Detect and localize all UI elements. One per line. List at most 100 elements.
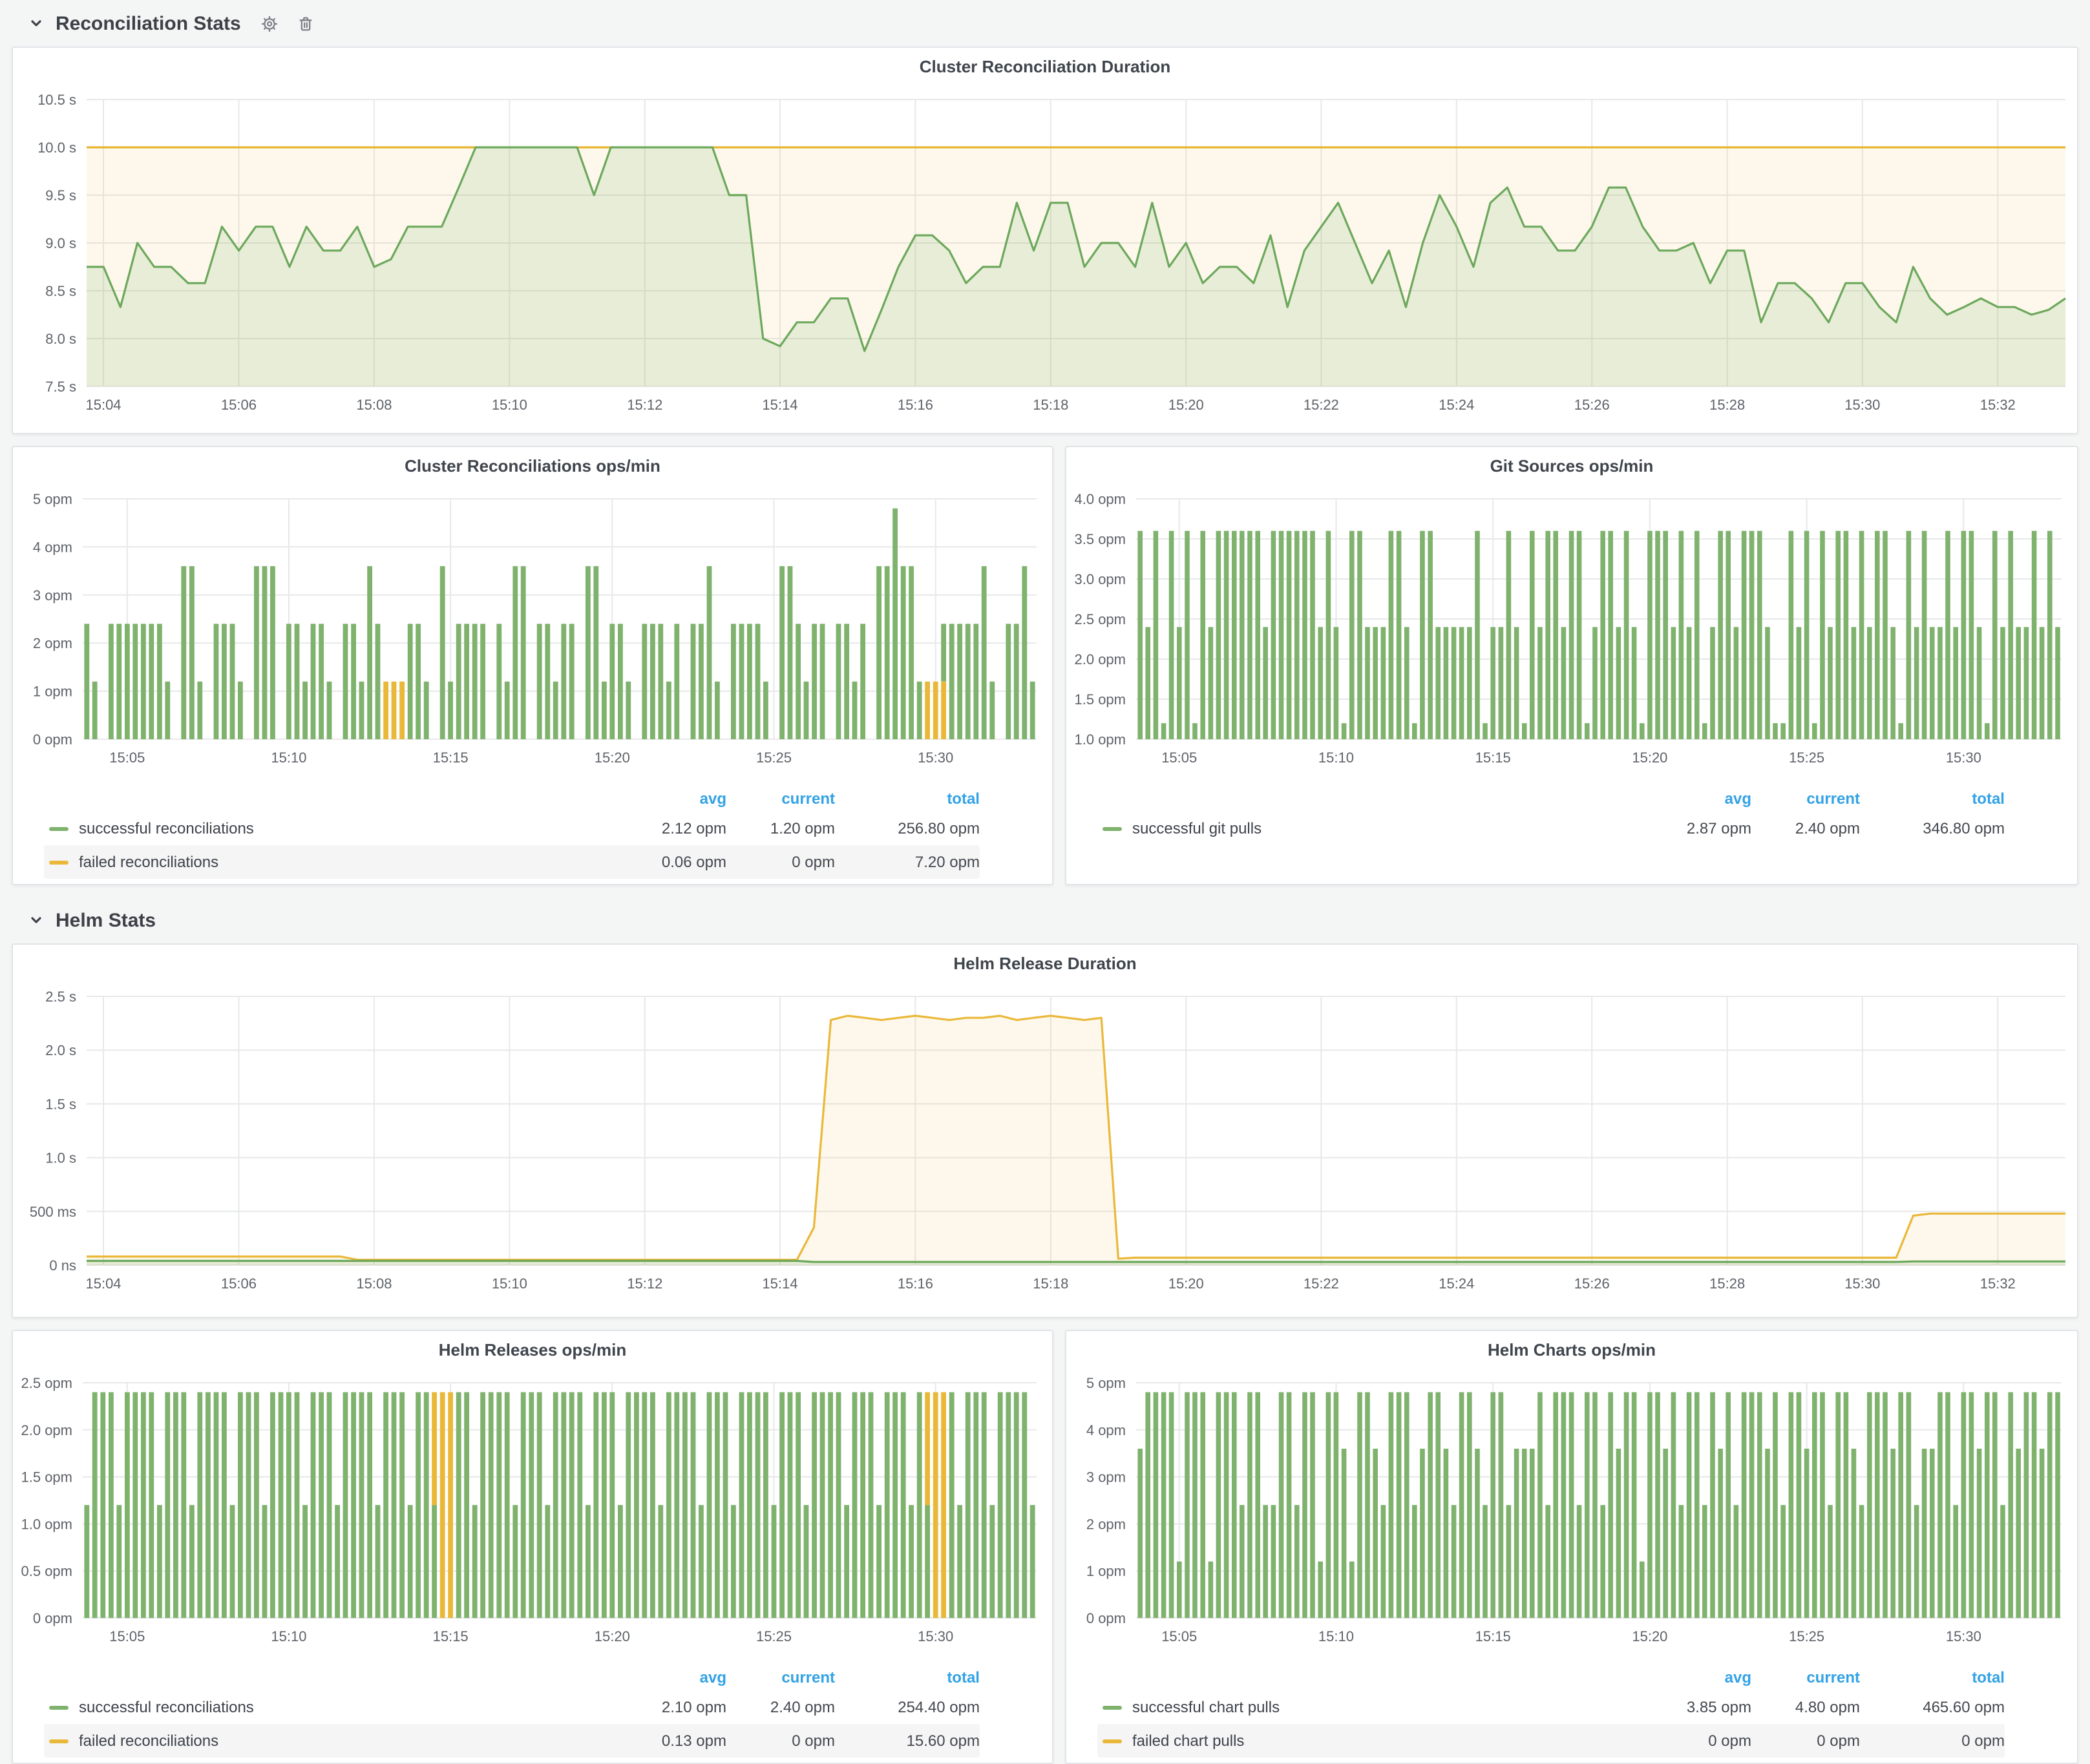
legend-value-current: 0 opm [792, 1732, 835, 1750]
svg-text:1.5 opm: 1.5 opm [21, 1469, 73, 1486]
helm-release-duration-chart[interactable]: 15:04 15:06 15:08 15:10 15:12 15:14 15:16 15:18… [14, 983, 2076, 1309]
gear-icon[interactable] [260, 14, 280, 33]
svg-text:15:05: 15:05 [1161, 1628, 1197, 1644]
legend-sort-avg[interactable]: avg [699, 1668, 726, 1686]
legend-row: failed chart pulls 0 opm 0 opm 0 opm [1097, 1724, 2005, 1758]
series-swatch-icon [1103, 1739, 1122, 1743]
svg-text:15:15: 15:15 [1475, 750, 1511, 766]
svg-text:15:10: 15:10 [271, 1628, 306, 1644]
panel-title[interactable]: Helm Release Duration [953, 954, 1137, 973]
svg-text:9.5 s: 9.5 s [45, 187, 76, 204]
legend: avg current total successful git pulls 2.87 … [1066, 783, 2077, 845]
svg-text:8.0 s: 8.0 s [45, 331, 76, 347]
svg-text:2 opm: 2 opm [33, 635, 72, 651]
panel-title[interactable]: Helm Releases ops/min [438, 1340, 627, 1360]
svg-text:15:25: 15:25 [1789, 750, 1824, 766]
svg-text:2.5 s: 2.5 s [45, 989, 76, 1005]
legend: avg current total successful reconciliation… [13, 1662, 1052, 1758]
helm-charts-opm-chart[interactable]: 15:05 15:10 15:15 15:20 15:25 15:30 0 opm 1 opm… [1066, 1370, 2077, 1662]
svg-text:3 opm: 3 opm [1086, 1469, 1126, 1486]
svg-text:15:30: 15:30 [1946, 1628, 1981, 1644]
panel-helm-releases-opm: Helm Releases ops/min 15:05 15:10 15:15 15:… [12, 1330, 1053, 1764]
legend-value-avg: 3.85 opm [1686, 1698, 1751, 1716]
svg-text:1.0 opm: 1.0 opm [1075, 731, 1126, 748]
cluster-reconciliations-opm-chart[interactable]: 15:05 15:10 15:15 15:20 15:25 15:30 0 opm 1 opm… [13, 486, 1052, 783]
legend-value-current: 2.40 opm [770, 1698, 835, 1716]
cluster-reconciliation-duration-chart[interactable]: 15:04 15:06 15:08 15:10 15:12 15:14 15:16 15:18… [14, 87, 2076, 430]
legend-value-total: 15.60 opm [906, 1732, 980, 1750]
svg-text:15:20: 15:20 [1168, 1276, 1204, 1292]
svg-text:15:30: 15:30 [1844, 1276, 1880, 1292]
svg-text:15:14: 15:14 [762, 1276, 797, 1292]
panel-title[interactable]: Git Sources ops/min [1490, 456, 1654, 476]
legend-sort-total[interactable]: total [947, 790, 980, 808]
svg-text:2 opm: 2 opm [1086, 1516, 1126, 1532]
legend-sort-current[interactable]: current [1806, 1668, 1860, 1686]
svg-text:5 opm: 5 opm [33, 491, 72, 507]
series-name[interactable]: successful chart pulls [1132, 1698, 1280, 1716]
series-name[interactable]: successful git pulls [1132, 819, 1262, 837]
section-title[interactable]: Reconciliation Stats [56, 12, 241, 34]
section-header-reconciliation-stats[interactable]: Reconciliation Stats [0, 0, 2090, 47]
svg-text:15:15: 15:15 [433, 1628, 469, 1644]
legend-sort-current[interactable]: current [1806, 790, 1860, 808]
legend-row: successful git pulls 2.87 opm 2.40 opm 346.… [1097, 812, 2005, 845]
series-swatch-icon [49, 826, 69, 830]
svg-text:1 opm: 1 opm [1086, 1563, 1126, 1579]
chevron-down-icon [31, 917, 41, 923]
panel-cluster-reconciliations-opm: Cluster Reconciliations ops/min 15:05 15:… [12, 446, 1053, 885]
legend-value-current: 1.20 opm [770, 819, 835, 837]
legend-value-avg: 2.87 opm [1686, 819, 1751, 837]
legend-sort-avg[interactable]: avg [1724, 1668, 1751, 1686]
series-name[interactable]: failed reconciliations [79, 853, 219, 871]
panel-title[interactable]: Cluster Reconciliations ops/min [405, 456, 660, 476]
svg-text:15:10: 15:10 [1318, 1628, 1354, 1644]
svg-text:15:20: 15:20 [1632, 750, 1667, 766]
svg-text:3.5 opm: 3.5 opm [1075, 531, 1126, 547]
trash-icon[interactable] [297, 14, 316, 33]
svg-text:15:24: 15:24 [1439, 1276, 1474, 1292]
svg-text:15:10: 15:10 [1318, 750, 1354, 766]
svg-text:4.0 opm: 4.0 opm [1075, 491, 1126, 507]
legend-value-current: 0 opm [792, 853, 835, 871]
series-name[interactable]: successful reconciliations [79, 819, 254, 837]
svg-text:1.5 s: 1.5 s [45, 1096, 76, 1112]
svg-text:15:22: 15:22 [1304, 1276, 1339, 1292]
legend-value-avg: 2.10 opm [661, 1698, 726, 1716]
legend-sort-avg[interactable]: avg [1724, 790, 1751, 808]
svg-text:1.5 opm: 1.5 opm [1075, 691, 1126, 708]
legend-sort-total[interactable]: total [1972, 1668, 2005, 1686]
svg-text:0.5 opm: 0.5 opm [21, 1563, 73, 1579]
series-name[interactable]: failed reconciliations [79, 1732, 219, 1750]
svg-text:15:20: 15:20 [595, 750, 630, 766]
svg-text:15:18: 15:18 [1033, 397, 1068, 413]
svg-text:7.5 s: 7.5 s [45, 379, 76, 395]
legend-sort-total[interactable]: total [947, 1668, 980, 1686]
legend-sort-current[interactable]: current [781, 1668, 835, 1686]
section-header-helm-stats[interactable]: Helm Stats [0, 897, 2090, 943]
legend-sort-current[interactable]: current [781, 790, 835, 808]
svg-text:15:04: 15:04 [85, 1276, 121, 1292]
panel-title[interactable]: Helm Charts ops/min [1487, 1340, 1656, 1360]
legend-value-current: 2.40 opm [1795, 819, 1860, 837]
svg-text:15:20: 15:20 [1168, 397, 1204, 413]
panel-helm-release-duration: Helm Release Duration 15:04 15:06 15:08 15:… [12, 943, 2078, 1318]
legend-sort-total[interactable]: total [1972, 790, 2005, 808]
legend: avg current total successful chart pulls 3.8… [1066, 1662, 2077, 1758]
helm-releases-opm-chart[interactable]: 15:05 15:10 15:15 15:20 15:25 15:30 0 opm 0.5 o… [13, 1370, 1052, 1662]
series-name[interactable]: successful reconciliations [79, 1698, 254, 1716]
svg-text:15:32: 15:32 [1980, 397, 2016, 413]
svg-text:15:12: 15:12 [627, 397, 662, 413]
legend-row: successful chart pulls 3.85 opm 4.80 opm 46… [1097, 1690, 2005, 1724]
legend-sort-avg[interactable]: avg [699, 790, 726, 808]
svg-text:0 opm: 0 opm [33, 731, 72, 748]
series-name[interactable]: failed chart pulls [1132, 1732, 1245, 1750]
svg-text:15:20: 15:20 [595, 1628, 630, 1644]
svg-text:15:22: 15:22 [1304, 397, 1339, 413]
git-sources-opm-chart[interactable]: 15:05 15:10 15:15 15:20 15:25 15:30 1.0 opm 1.5… [1066, 486, 2077, 783]
svg-text:15:26: 15:26 [1574, 1276, 1610, 1292]
section-title[interactable]: Helm Stats [56, 909, 156, 931]
panel-title[interactable]: Cluster Reconciliation Duration [919, 57, 1171, 76]
legend-row: failed reconciliations 0.13 opm 0 opm 15.60… [44, 1724, 980, 1758]
legend-header: avg current total [1097, 786, 2005, 812]
